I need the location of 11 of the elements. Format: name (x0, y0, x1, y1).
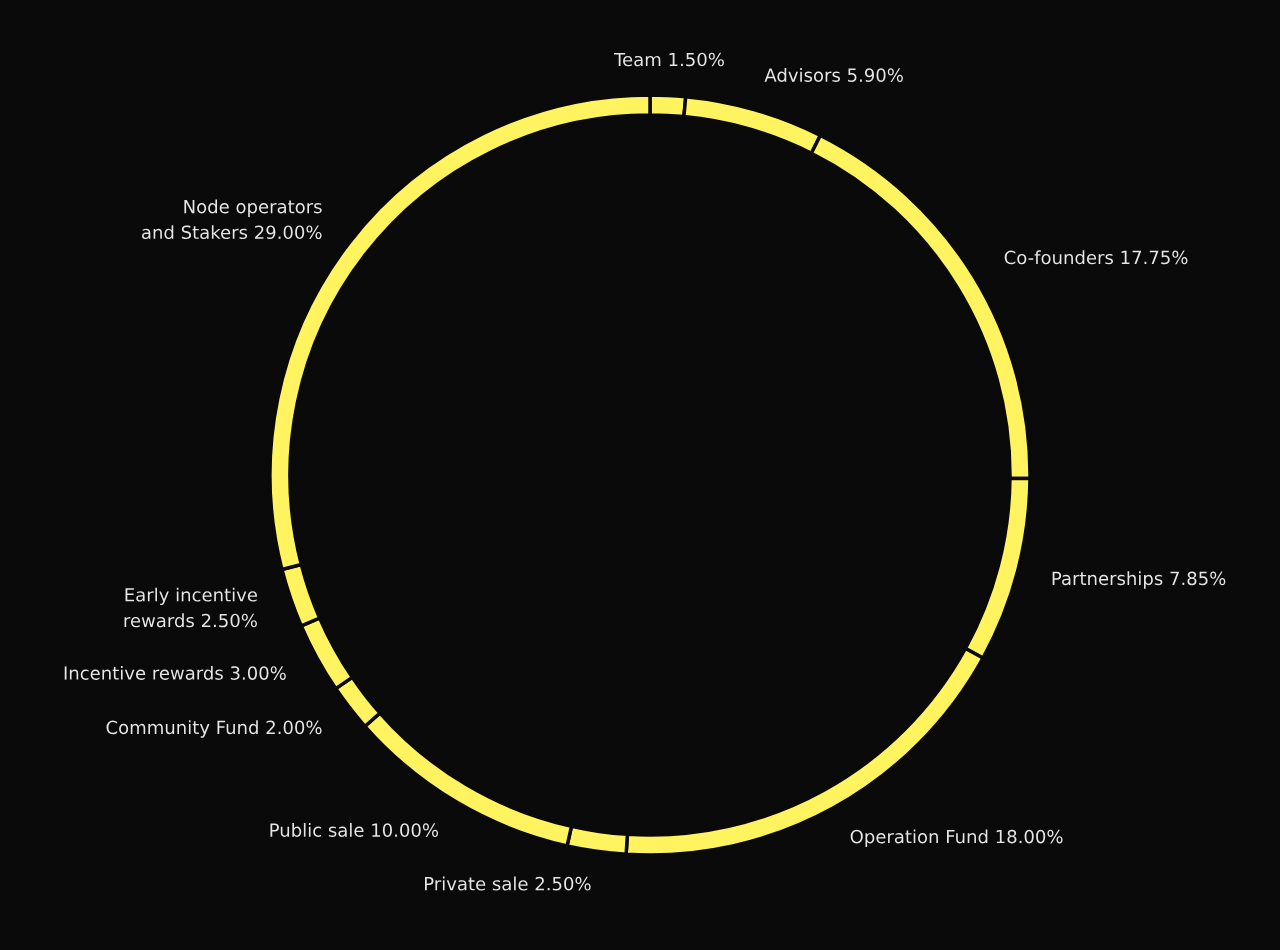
slice-label: Private sale 2.50% (425, 876, 591, 891)
slice-label: Co-founders 17.75% (1004, 250, 1188, 265)
slice-label: Team 1.50% (614, 52, 724, 67)
slice-label: Incentive rewards 3.00% (64, 665, 286, 680)
slice-label: Operation Fund 18.00% (850, 829, 1063, 847)
slice-label: Advisors 5.90% (764, 67, 903, 82)
slice-label: Community Fund 2.00% (106, 720, 322, 738)
slice-label: Public sale 10.00% (270, 822, 439, 837)
slice-label: Partnerships 7.85% (1052, 571, 1226, 589)
slice-label: Early incentive rewards 2.50% (124, 587, 257, 628)
slice-label: Node operators and Stakers 29.00% (142, 199, 322, 240)
